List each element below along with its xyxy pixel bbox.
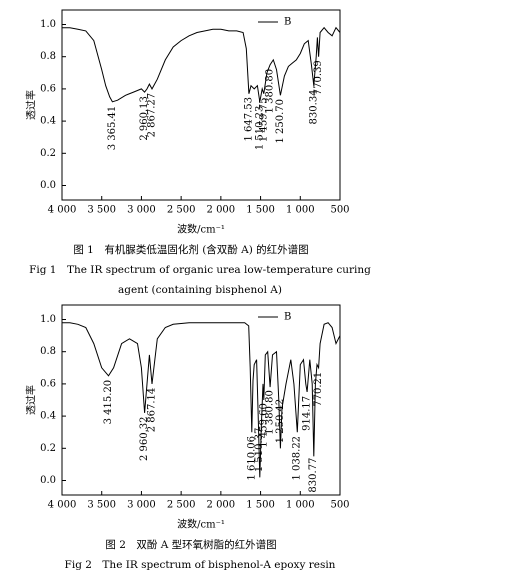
x-tick-label: 2 500	[167, 205, 196, 216]
x-tick-label: 4 000	[48, 205, 77, 216]
peak-label: 1 510.23	[254, 106, 265, 151]
y-tick-label: 1.0	[40, 314, 56, 325]
legend-label: B	[284, 312, 291, 323]
spectrum-line	[62, 26, 341, 103]
y-tick-label: 1.0	[40, 19, 56, 30]
peak-label: 3 415.20	[103, 380, 114, 425]
x-axis-label: 波数/cm⁻¹	[177, 223, 225, 236]
peak-label: 1 250.70	[275, 99, 286, 144]
peak-label: 2 867.27	[146, 93, 157, 138]
plot-frame	[61, 9, 341, 201]
x-tick-label: 2 000	[207, 205, 236, 216]
y-tick-label: 0.8	[40, 346, 56, 357]
peak-label: 1 510.37	[254, 428, 265, 473]
caption: agent (containing bisphenol A)	[118, 284, 282, 296]
peak-label: 1 250.42	[275, 399, 286, 444]
peak-label: 2 867.14	[146, 388, 157, 433]
x-tick-label: 2 500	[167, 500, 196, 511]
peak-label: 3 365.41	[107, 106, 118, 151]
peak-label: 1 610.06	[246, 436, 257, 481]
y-tick-label: 0.0	[40, 180, 56, 191]
peak-label: 770.39	[313, 60, 324, 95]
peak-label: 1 459.60	[258, 403, 269, 448]
y-tick-label: 0.6	[40, 378, 56, 389]
x-tick-label: 1 500	[246, 205, 275, 216]
x-tick-label: 3 500	[87, 500, 116, 511]
caption: 图 1 有机脲类低温固化剂 (含双酚 A) 的红外谱图	[73, 243, 308, 256]
peak-label: 1 459.75	[258, 98, 269, 143]
x-tick-label: 3 500	[87, 205, 116, 216]
y-axis-label: 透过率	[25, 90, 38, 120]
spectrum-line	[62, 322, 341, 478]
peak-label: 2 960.32	[139, 417, 150, 462]
y-tick-label: 0.6	[40, 83, 56, 94]
caption: Fig 1 The IR spectrum of organic urea lo…	[29, 264, 371, 276]
peak-label: 1 647.53	[243, 97, 254, 142]
peak-label: 830.34	[308, 89, 319, 124]
y-tick-label: 0.4	[40, 411, 56, 422]
x-axis-label: 波数/cm⁻¹	[177, 518, 225, 531]
x-tick-label: 500	[330, 205, 349, 216]
plot-frame	[61, 304, 341, 496]
caption: Fig 2 The IR spectrum of bisphenol-A epo…	[65, 559, 336, 571]
x-tick-label: 4 000	[48, 500, 77, 511]
y-tick-label: 0.2	[40, 443, 56, 454]
y-tick-label: 0.2	[40, 148, 56, 159]
y-axis-label: 透过率	[25, 385, 38, 415]
y-tick-label: 0.4	[40, 116, 56, 127]
x-tick-label: 1 000	[286, 205, 315, 216]
peak-label: 1 380.80	[265, 69, 276, 114]
peak-label: 914.17	[302, 396, 313, 431]
x-tick-label: 500	[330, 500, 349, 511]
x-tick-label: 3 000	[127, 205, 156, 216]
x-tick-label: 2 000	[207, 500, 236, 511]
x-tick-label: 3 000	[127, 500, 156, 511]
y-tick-label: 0.0	[40, 475, 56, 486]
y-tick-label: 0.8	[40, 51, 56, 62]
peak-label: 770.21	[313, 372, 324, 407]
caption: 图 2 双酚 A 型环氧树脂的红外谱图	[105, 538, 276, 551]
peak-label: 830.77	[308, 458, 319, 493]
peak-label: 1 380.80	[265, 390, 276, 435]
legend-label: B	[284, 17, 291, 28]
x-tick-label: 1 500	[246, 500, 275, 511]
x-tick-label: 1 000	[286, 500, 315, 511]
peak-label: 1 038.22	[292, 436, 303, 481]
peak-label: 2 960.13	[139, 96, 150, 141]
